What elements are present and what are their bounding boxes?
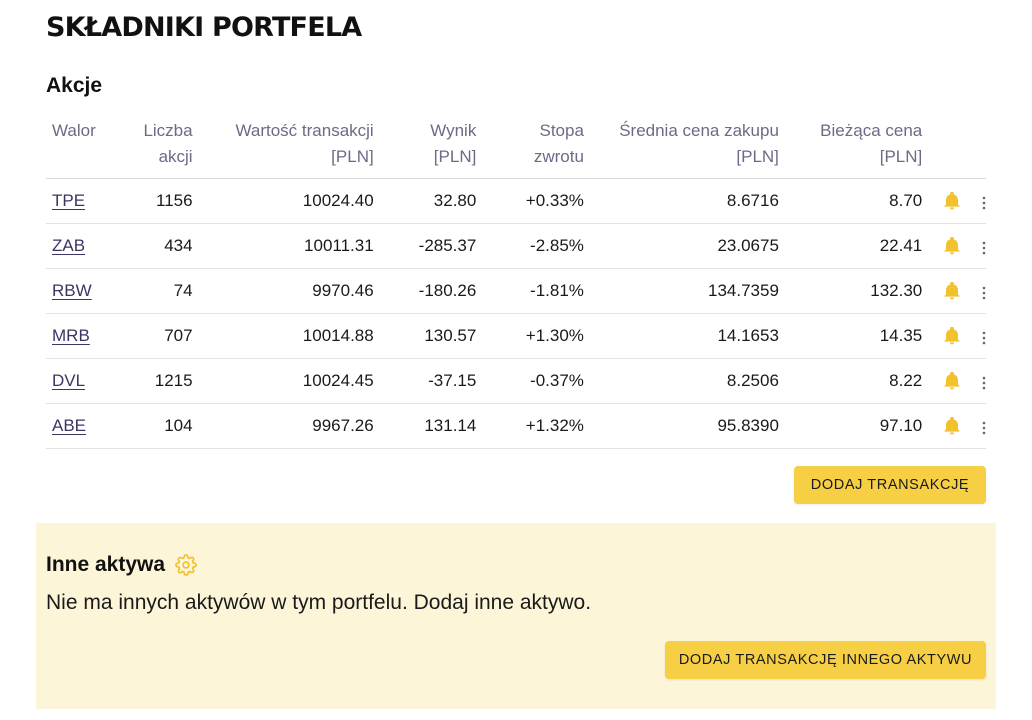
cell-value: 10014.88 bbox=[192, 313, 374, 359]
cell-menu bbox=[962, 223, 986, 269]
vertical-dots-icon[interactable] bbox=[982, 240, 986, 254]
header-name: Walor bbox=[46, 112, 116, 179]
cell-current-price: 8.70 bbox=[778, 178, 923, 224]
table-row: DVL 1215 10024.45 -37.15 -0.37% 8.2506 8.22 bbox=[46, 358, 986, 404]
bell-icon[interactable] bbox=[942, 281, 962, 301]
cell-current-price: 8.22 bbox=[778, 358, 923, 404]
cell-return: +1.32% bbox=[476, 403, 584, 449]
cell-current-price: 14.35 bbox=[778, 313, 923, 359]
cell-ticker: MRB bbox=[46, 313, 116, 359]
bell-icon[interactable] bbox=[942, 371, 962, 391]
cell-ticker: DVL bbox=[46, 358, 116, 404]
cell-current-price: 97.10 bbox=[778, 403, 923, 449]
ticker-link[interactable]: DVL bbox=[52, 371, 86, 390]
holdings-table: Walor Liczba akcji Wartość transakcji [PLN… bbox=[46, 112, 986, 449]
cell-menu bbox=[962, 403, 986, 449]
other-assets-title-text: Inne aktywa bbox=[46, 553, 166, 576]
header-avg-price: Średnia cena zakupu [PLN] bbox=[583, 112, 779, 179]
vertical-dots-icon[interactable] bbox=[982, 195, 986, 209]
cell-alert bbox=[922, 178, 963, 224]
cell-result: -285.37 bbox=[373, 223, 477, 269]
cell-ticker: ABE bbox=[46, 403, 116, 449]
cell-ticker: ZAB bbox=[46, 223, 116, 269]
cell-alert bbox=[922, 358, 963, 404]
header-return: Stopa zwrotu bbox=[476, 112, 584, 179]
cell-result: -37.15 bbox=[373, 358, 477, 404]
cell-value: 10024.40 bbox=[192, 178, 374, 224]
cell-value: 9967.26 bbox=[192, 403, 374, 449]
cell-shares: 434 bbox=[115, 223, 193, 269]
cell-menu bbox=[962, 268, 986, 314]
add-other-asset-button[interactable]: DODAJ TRANSAKCJĘ INNEGO AKTYWU bbox=[665, 641, 986, 679]
other-assets-empty-message: Nie ma innych aktywów w tym portfelu. Do… bbox=[46, 591, 592, 614]
bell-icon[interactable] bbox=[942, 236, 962, 256]
cell-result: -180.26 bbox=[373, 268, 477, 314]
cell-shares: 74 bbox=[115, 268, 193, 314]
add-transaction-button[interactable]: DODAJ TRANSAKCJĘ bbox=[794, 466, 986, 504]
header-shares: Liczba akcji bbox=[115, 112, 193, 179]
cell-return: -0.37% bbox=[476, 358, 584, 404]
cell-return: -1.81% bbox=[476, 268, 584, 314]
cell-shares: 1215 bbox=[115, 358, 193, 404]
header-current-price: Bieżąca cena [PLN] bbox=[778, 112, 923, 179]
cell-value: 10011.31 bbox=[192, 223, 374, 269]
other-assets-panel: Inne aktywa Nie ma innych aktywów w tym … bbox=[36, 523, 996, 709]
header-menu-spacer bbox=[962, 112, 986, 179]
table-header-row: Walor Liczba akcji Wartość transakcji [PLN… bbox=[46, 112, 986, 179]
cell-avg-price: 95.8390 bbox=[583, 403, 779, 449]
vertical-dots-icon[interactable] bbox=[982, 330, 986, 344]
cell-value: 10024.45 bbox=[192, 358, 374, 404]
cell-ticker: TPE bbox=[46, 178, 116, 224]
table-row: ZAB 434 10011.31 -285.37 -2.85% 23.0675 22.41 bbox=[46, 223, 986, 269]
cell-alert bbox=[922, 313, 963, 359]
cell-current-price: 22.41 bbox=[778, 223, 923, 269]
cell-return: +0.33% bbox=[476, 178, 584, 224]
stocks-section-title: Akcje bbox=[46, 74, 103, 97]
other-assets-title: Inne aktywa bbox=[46, 553, 197, 577]
cell-avg-price: 14.1653 bbox=[583, 313, 779, 359]
cell-current-price: 132.30 bbox=[778, 268, 923, 314]
vertical-dots-icon[interactable] bbox=[982, 420, 986, 434]
ticker-link[interactable]: RBW bbox=[52, 281, 92, 300]
ticker-link[interactable]: ABE bbox=[52, 416, 87, 435]
vertical-dots-icon[interactable] bbox=[982, 285, 986, 299]
table-row: TPE 1156 10024.40 32.80 +0.33% 8.6716 8.70 bbox=[46, 178, 986, 224]
page-title: SKŁADNIKI PORTFELA bbox=[46, 12, 362, 43]
cell-shares: 707 bbox=[115, 313, 193, 359]
header-value: Wartość transakcji [PLN] bbox=[192, 112, 374, 179]
table-row: MRB 707 10014.88 130.57 +1.30% 14.1653 14.35 bbox=[46, 313, 986, 359]
bell-icon[interactable] bbox=[942, 191, 962, 211]
cell-value: 9970.46 bbox=[192, 268, 374, 314]
cell-shares: 1156 bbox=[115, 178, 193, 224]
cell-ticker: RBW bbox=[46, 268, 116, 314]
cell-alert bbox=[922, 403, 963, 449]
cell-return: +1.30% bbox=[476, 313, 584, 359]
table-row: RBW 74 9970.46 -180.26 -1.81% 134.7359 132.30 bbox=[46, 268, 986, 314]
cell-avg-price: 8.6716 bbox=[583, 178, 779, 224]
cell-avg-price: 23.0675 bbox=[583, 223, 779, 269]
header-result: Wynik [PLN] bbox=[373, 112, 477, 179]
cell-result: 32.80 bbox=[373, 178, 477, 224]
cell-result: 131.14 bbox=[373, 403, 477, 449]
cell-shares: 104 bbox=[115, 403, 193, 449]
gear-icon[interactable] bbox=[175, 554, 197, 576]
cell-alert bbox=[922, 268, 963, 314]
cell-avg-price: 134.7359 bbox=[583, 268, 779, 314]
header-bell-spacer bbox=[922, 112, 963, 179]
vertical-dots-icon[interactable] bbox=[982, 375, 986, 389]
cell-avg-price: 8.2506 bbox=[583, 358, 779, 404]
ticker-link[interactable]: MRB bbox=[52, 326, 90, 345]
cell-menu bbox=[962, 358, 986, 404]
ticker-link[interactable]: ZAB bbox=[52, 236, 86, 255]
bell-icon[interactable] bbox=[942, 326, 962, 346]
cell-alert bbox=[922, 223, 963, 269]
cell-menu bbox=[962, 313, 986, 359]
cell-result: 130.57 bbox=[373, 313, 477, 359]
cell-return: -2.85% bbox=[476, 223, 584, 269]
table-row: ABE 104 9967.26 131.14 +1.32% 95.8390 97.10 bbox=[46, 403, 986, 449]
cell-menu bbox=[962, 178, 986, 224]
ticker-link[interactable]: TPE bbox=[52, 191, 86, 210]
bell-icon[interactable] bbox=[942, 416, 962, 436]
